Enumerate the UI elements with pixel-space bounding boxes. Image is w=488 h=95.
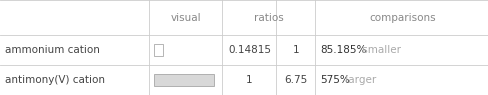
- Text: 0.14815: 0.14815: [227, 45, 270, 55]
- Text: antimony(V) cation: antimony(V) cation: [5, 75, 104, 85]
- Text: ammonium cation: ammonium cation: [5, 45, 100, 55]
- Text: 6.75: 6.75: [284, 75, 307, 85]
- Text: 85.185%: 85.185%: [320, 45, 366, 55]
- Text: smaller: smaller: [358, 45, 400, 55]
- Bar: [154, 44, 163, 56]
- Text: 1: 1: [292, 45, 299, 55]
- Text: comparisons: comparisons: [368, 13, 435, 23]
- Text: visual: visual: [170, 13, 201, 23]
- Text: larger: larger: [342, 75, 376, 85]
- Bar: [154, 74, 214, 86]
- Text: 1: 1: [245, 75, 252, 85]
- Text: ratios: ratios: [254, 13, 283, 23]
- Text: 575%: 575%: [320, 75, 349, 85]
